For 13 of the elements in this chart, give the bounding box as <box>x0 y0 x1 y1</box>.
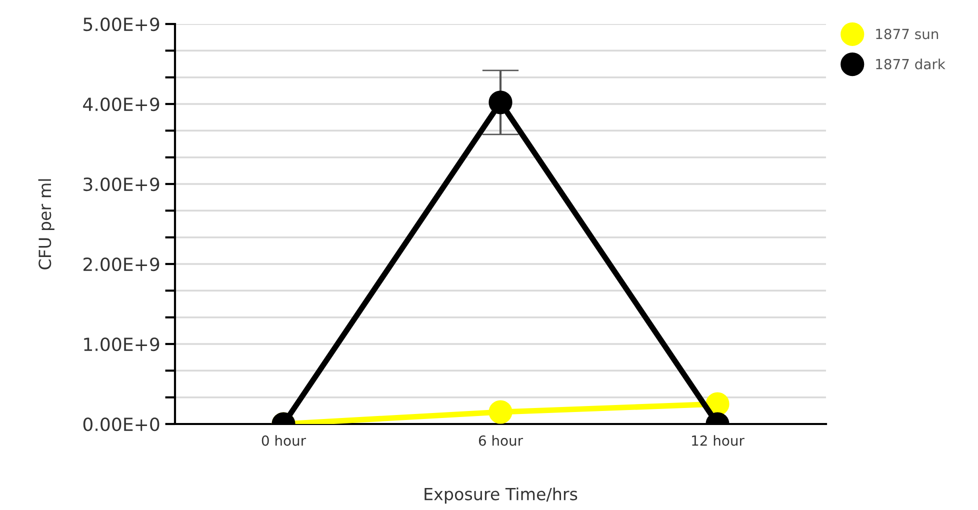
legend-label: 1877 dark <box>876 58 946 70</box>
y-tick-label: 4.00E+9 <box>83 97 160 112</box>
legend-label: 1877 sun <box>876 28 938 40</box>
y-tick-label: 3.00E+9 <box>84 177 160 192</box>
y-axis-title: CFU per ml <box>38 179 54 270</box>
x-axis-title: Exposure Time/hrs <box>424 487 578 504</box>
y-tick-label: 5.00E+9 <box>84 17 160 32</box>
x-tick-label: 6 hour <box>478 435 524 446</box>
y-tick-label: 2.00E+9 <box>84 257 160 272</box>
x-tick-label: 0 hour <box>262 435 306 446</box>
x-tick-label: 12 hour <box>692 435 744 446</box>
y-tick-label: 0.00E+0 <box>83 417 160 432</box>
y-tick-label: 1.00E+9 <box>84 337 160 352</box>
